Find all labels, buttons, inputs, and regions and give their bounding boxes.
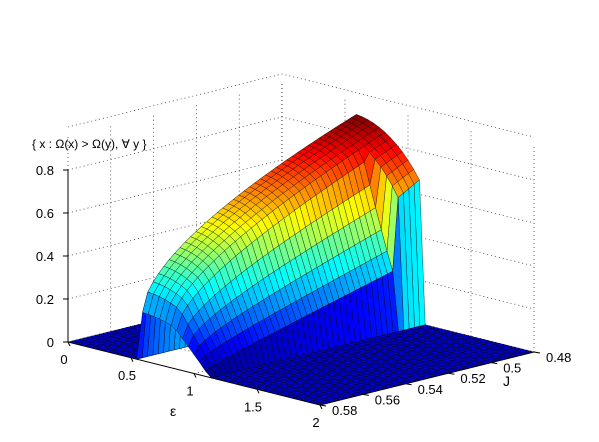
y-tick-label: 0.48 xyxy=(546,350,571,365)
y-tick xyxy=(533,351,541,354)
z-tick-label: 0 xyxy=(47,335,54,350)
grid-line xyxy=(67,159,535,224)
x-tick-label: 0 xyxy=(60,352,67,367)
z-tick-label: 0.8 xyxy=(36,163,54,178)
x-tick-label: 1 xyxy=(186,384,193,399)
z-tick-label: 0.4 xyxy=(36,249,54,264)
z-axis-label: { x : Ω(x) > Ω(y), ∀ y } xyxy=(32,137,147,151)
z-tick-label: 0.6 xyxy=(36,206,54,221)
y-tick-label: 0.58 xyxy=(332,403,357,418)
x-tick xyxy=(319,404,323,410)
x-tick xyxy=(67,341,71,347)
x-tick-label: 2 xyxy=(312,415,319,430)
y-tick-label: 0.5 xyxy=(503,361,521,376)
x-tick xyxy=(193,373,197,378)
y-tick-label: 0.52 xyxy=(460,371,485,386)
y-tick xyxy=(319,404,327,407)
surface-mesh xyxy=(67,114,535,406)
z-tick-label: 0.2 xyxy=(36,292,54,307)
grid-line xyxy=(67,116,535,181)
tick-labels: 0 0.5 1 1.5 2 0.48 0.5 0.52 0.54 0.56 0.58 0 0.2 0.4 0… xyxy=(36,163,571,430)
y-axis xyxy=(319,351,535,406)
x-tick-label: 1.5 xyxy=(244,399,262,414)
y-tick-label: 0.56 xyxy=(375,392,400,407)
x-tick xyxy=(130,357,134,362)
y-tick xyxy=(362,393,369,396)
x-tick-label: 0.5 xyxy=(118,368,136,383)
x-axis-label: ε xyxy=(170,403,176,419)
y-tick xyxy=(405,383,412,386)
y-tick xyxy=(491,362,498,365)
y-tick-label: 0.54 xyxy=(418,382,443,397)
x-tick xyxy=(256,389,260,394)
y-axis-label: J xyxy=(503,373,510,389)
y-tick xyxy=(448,372,455,375)
grid-line xyxy=(67,73,535,138)
